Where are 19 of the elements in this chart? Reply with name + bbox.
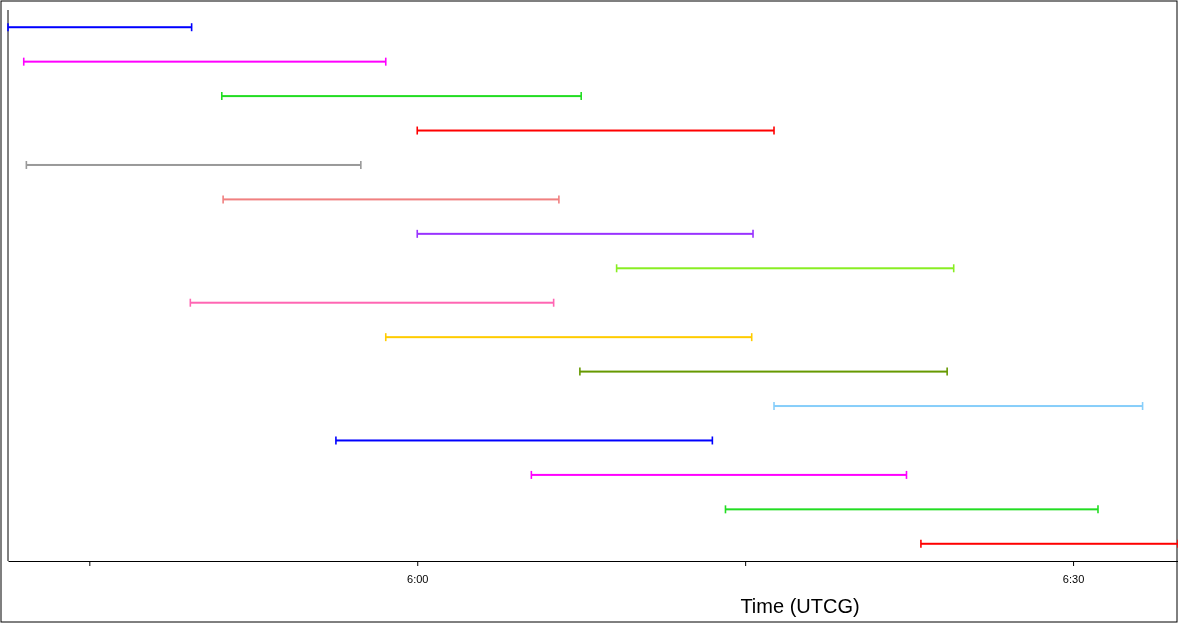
bar: [579, 370, 948, 373]
bar: [26, 163, 361, 166]
bar: [190, 301, 554, 304]
bar: [725, 508, 1098, 511]
bar: [616, 267, 954, 270]
bar: [417, 232, 754, 235]
x-axis-title: Time (UTCG): [740, 595, 860, 617]
bar: [385, 336, 752, 339]
bar: [8, 26, 192, 29]
bar: [774, 405, 1143, 408]
x-tick-label: 6:00: [407, 573, 429, 586]
bar: [221, 95, 582, 98]
bar: [417, 129, 775, 132]
bar: [223, 198, 559, 201]
bar: [335, 439, 713, 442]
x-tick-label: 6:30: [1062, 573, 1085, 586]
bar: [920, 542, 1178, 545]
bar: [531, 473, 907, 476]
bar: [23, 60, 386, 63]
